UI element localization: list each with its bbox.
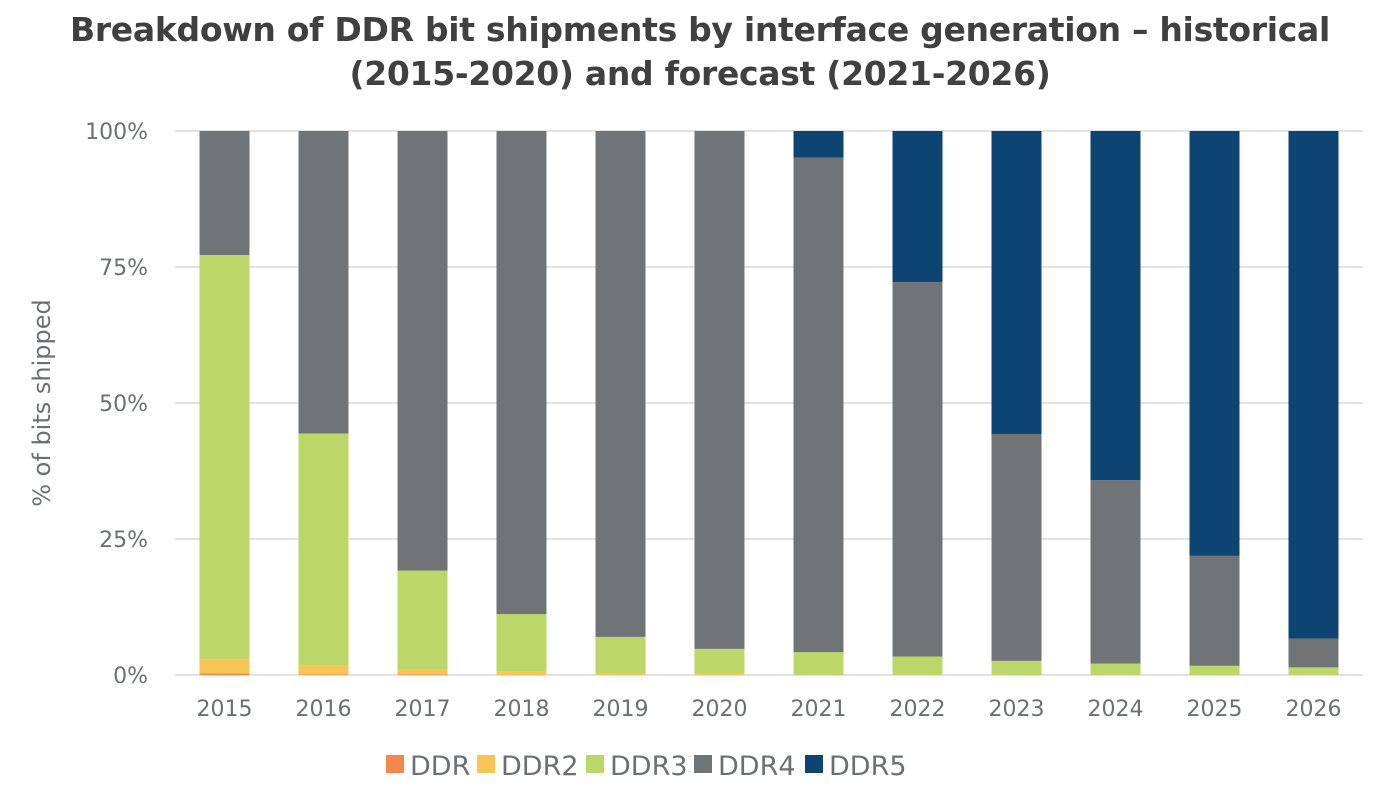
legend-swatch bbox=[805, 755, 823, 773]
bar-segment-ddr5-2024 bbox=[1090, 131, 1141, 481]
chart-title-line-2: (2015-2020) and forecast (2021-2026) bbox=[349, 54, 1051, 93]
bar-segment-ddr3-2025 bbox=[1189, 665, 1240, 675]
x-tick-label: 2025 bbox=[1187, 697, 1243, 722]
bar-segment-ddr3-2018 bbox=[496, 614, 547, 672]
bar-segment-ddr3-2019 bbox=[595, 636, 646, 674]
bar-stack-2015 bbox=[199, 131, 250, 675]
bar-segment-ddr3-2021 bbox=[793, 652, 844, 675]
legend-label: DDR3 bbox=[610, 751, 688, 782]
bar-segment-ddr5-2021 bbox=[793, 131, 844, 158]
bar-segment-ddr4-2023 bbox=[991, 434, 1042, 661]
bar-segment-ddr3-2023 bbox=[991, 660, 1042, 675]
legend-label: DDR2 bbox=[501, 751, 579, 782]
bar-segment-ddr2-2016 bbox=[298, 665, 349, 675]
bar-segment-ddr5-2026 bbox=[1288, 131, 1339, 639]
y-tick-label: 100% bbox=[85, 120, 148, 145]
bar-segment-ddr4-2015 bbox=[199, 131, 250, 256]
bar-segment-ddr-2015 bbox=[199, 673, 250, 675]
legend-swatch bbox=[586, 755, 604, 773]
x-tick-label: 2018 bbox=[494, 697, 550, 722]
bar-segment-ddr-2016 bbox=[298, 674, 349, 675]
bar-segment-ddr4-2022 bbox=[892, 282, 943, 657]
bar-stack-2026 bbox=[1288, 131, 1339, 675]
legend-label: DDR bbox=[410, 751, 470, 782]
bar-stack-2024 bbox=[1090, 131, 1141, 675]
y-tick-label: 50% bbox=[99, 392, 148, 417]
legend: DDR DDR2 DDR3 DDR4 DDR5 bbox=[386, 751, 907, 782]
bar-segment-ddr4-2021 bbox=[793, 157, 844, 653]
bar-segment-ddr4-2026 bbox=[1288, 638, 1339, 668]
y-axis-title: % of bits shipped bbox=[28, 299, 56, 507]
bar-segment-ddr2-2018 bbox=[496, 671, 547, 675]
bar-segment-ddr4-2019 bbox=[595, 131, 646, 637]
legend-swatch bbox=[477, 755, 495, 773]
bar-segment-ddr3-2026 bbox=[1288, 667, 1339, 675]
bar-segment-ddr2-2019 bbox=[595, 673, 646, 675]
bars bbox=[199, 131, 1339, 675]
bar-stack-2025 bbox=[1189, 131, 1240, 675]
x-tick-label: 2016 bbox=[296, 697, 352, 722]
gridlines bbox=[175, 130, 1363, 676]
x-axis-ticks: 2015 2016 2017 2018 2019 2020 2021 2022 2023 2024… bbox=[197, 697, 1342, 722]
x-tick-label: 2021 bbox=[791, 697, 847, 722]
legend-item-ddr3: DDR3 bbox=[586, 751, 688, 782]
x-tick-label: 2015 bbox=[197, 697, 253, 722]
bar-segment-ddr4-2017 bbox=[397, 131, 448, 571]
bar-segment-ddr4-2018 bbox=[496, 131, 547, 615]
legend-swatch bbox=[386, 755, 404, 773]
bar-segment-ddr5-2022 bbox=[892, 131, 943, 283]
bar-segment-ddr4-2025 bbox=[1189, 555, 1240, 666]
x-tick-label: 2017 bbox=[395, 697, 451, 722]
x-tick-label: 2026 bbox=[1286, 697, 1342, 722]
bar-stack-2021 bbox=[793, 131, 844, 675]
y-tick-label: 0% bbox=[113, 664, 148, 689]
y-axis-ticks: 0% 25% 50% 75% 100% bbox=[85, 120, 148, 689]
chart-title: Breakdown of DDR bit shipments by interf… bbox=[0, 8, 1400, 96]
legend-swatch bbox=[694, 755, 712, 773]
bar-segment-ddr3-2020 bbox=[694, 648, 745, 674]
bar-stack-2016 bbox=[298, 131, 349, 675]
x-tick-label: 2020 bbox=[692, 697, 748, 722]
bar-stack-2019 bbox=[595, 131, 646, 675]
bar-segment-ddr2-2020 bbox=[694, 673, 745, 675]
bar-segment-ddr3-2024 bbox=[1090, 663, 1141, 675]
y-tick-label: 25% bbox=[99, 528, 148, 553]
bar-segment-ddr2-2017 bbox=[397, 669, 448, 675]
legend-item-ddr4: DDR4 bbox=[694, 751, 796, 782]
x-tick-label: 2023 bbox=[989, 697, 1045, 722]
bar-segment-ddr5-2023 bbox=[991, 131, 1042, 435]
bar-segment-ddr4-2016 bbox=[298, 131, 349, 434]
bar-segment-ddr3-2015 bbox=[199, 255, 250, 660]
x-tick-label: 2024 bbox=[1088, 697, 1144, 722]
bar-segment-ddr4-2020 bbox=[694, 131, 745, 649]
x-tick-label: 2022 bbox=[890, 697, 946, 722]
bar-segment-ddr3-2016 bbox=[298, 433, 349, 666]
bar-segment-ddr3-2017 bbox=[397, 570, 448, 670]
x-tick-label: 2019 bbox=[593, 697, 649, 722]
legend-label: DDR4 bbox=[718, 751, 796, 782]
legend-item-ddr: DDR bbox=[386, 751, 470, 782]
legend-item-ddr5: DDR5 bbox=[805, 751, 907, 782]
legend-label: DDR5 bbox=[829, 751, 907, 782]
bar-stack-2018 bbox=[496, 131, 547, 675]
y-tick-label: 75% bbox=[99, 256, 148, 281]
bar-stack-2017 bbox=[397, 131, 448, 675]
bar-segment-ddr5-2025 bbox=[1189, 131, 1240, 556]
bar-segment-ddr4-2024 bbox=[1090, 480, 1141, 664]
bar-stack-2020 bbox=[694, 131, 745, 675]
legend-item-ddr2: DDR2 bbox=[477, 751, 579, 782]
bar-segment-ddr3-2022 bbox=[892, 656, 943, 675]
bar-segment-ddr-2017 bbox=[397, 674, 448, 675]
bar-stack-2023 bbox=[991, 131, 1042, 675]
bar-segment-ddr2-2015 bbox=[199, 659, 250, 674]
chart-title-line-1: Breakdown of DDR bit shipments by interf… bbox=[69, 10, 1330, 49]
bar-stack-2022 bbox=[892, 131, 943, 675]
